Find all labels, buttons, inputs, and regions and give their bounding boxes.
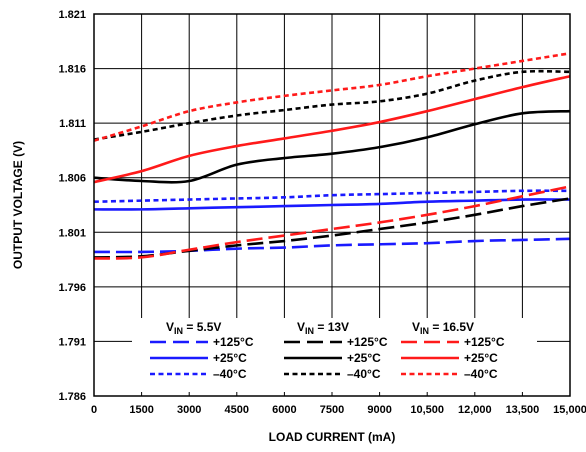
y-tick-label: 1.806 [58,173,86,185]
legend-group-title: VIN = 16.5V [412,320,474,336]
x-tick-label: 15,000 [553,404,586,416]
x-tick-label: 4500 [225,404,249,416]
series-line-5 [93,69,571,141]
x-tick-label: 6000 [272,404,296,416]
series-line-1 [93,198,571,211]
series-line-8 [93,52,571,142]
y-tick-label: 1.811 [59,118,86,130]
x-tick-label: 3000 [177,404,201,416]
y-tick-label: 1.821 [58,9,86,21]
legend-group-title: VIN = 5.5V [166,320,221,336]
legend-temp-label: –40°C [347,367,381,381]
legend-background [132,318,537,392]
series-line-4 [93,109,571,184]
data-series [93,52,571,260]
y-tick-label: 1.796 [58,282,86,294]
y-tick-label: 1.791 [58,336,86,348]
legend-temp-label: +125°C [213,335,254,349]
x-tick-label: 9000 [367,404,391,416]
legend-temp-label: +25°C [464,351,498,365]
legend-temp-label: +125°C [347,335,388,349]
x-tick-label: 7500 [320,404,344,416]
series-line-2 [93,189,571,204]
y-tick-label: 1.786 [58,391,86,403]
legend-temp-label: +25°C [213,351,247,365]
x-tick-label: 13,500 [506,404,540,416]
legend-temp-label: –40°C [464,367,498,381]
series-line-6 [93,185,571,260]
y-axis-title: OUTPUT VOLTAGE (V) [11,141,25,269]
legend-temp-label: +125°C [464,335,505,349]
plot-frame [93,13,571,397]
x-tick-label: 12,000 [458,404,492,416]
x-tick-label: 10,500 [410,404,444,416]
legend-temp-label: +25°C [347,351,381,365]
x-tick-labels: 0 1500 3000 4500 6000 7500 9000 10,500 12,000 13,… [91,404,586,416]
y-tick-label: 1.801 [58,227,86,239]
x-axis-title: LOAD CURRENT (mA) [269,430,396,444]
y-tick-label: 1.816 [58,64,86,76]
x-tick-label: 1500 [129,404,153,416]
legend-group-title: VIN = 13V [297,320,349,336]
legend-temp-label: –40°C [213,367,247,381]
series-line-7 [93,74,571,184]
y-tick-labels: 1.786 1.791 1.796 1.801 1.806 1.811 1.816 1.821 [58,9,86,403]
x-tick-label: 0 [91,404,97,416]
